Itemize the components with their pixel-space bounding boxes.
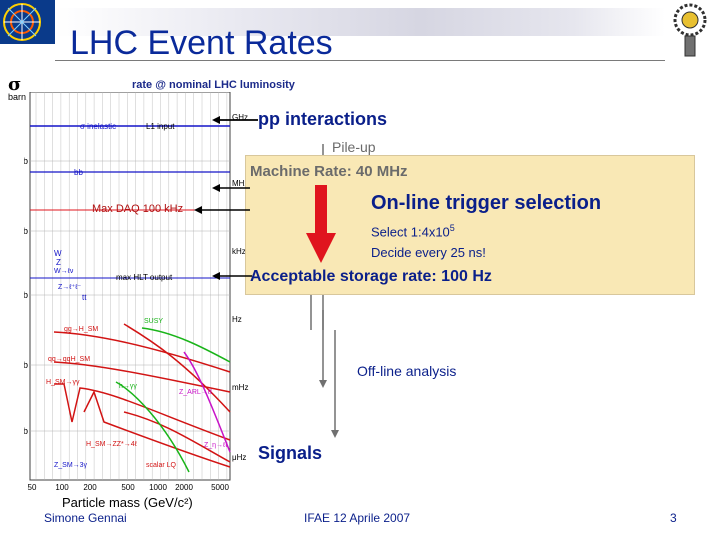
x-tick-label: 2000 <box>175 483 193 492</box>
machine-rate-label: Machine Rate: 40 MHz <box>250 163 408 180</box>
footer-author: Simone Gennai <box>44 511 127 525</box>
left-tick-label: pb <box>24 360 28 370</box>
right-tick-label: GHz <box>232 113 248 122</box>
tt-label: tt <box>82 293 87 302</box>
pp-left-arrow-icon <box>212 116 258 124</box>
susy-label: SUSY <box>144 318 163 325</box>
h-zz-curve <box>83 390 231 468</box>
title-rule <box>55 60 665 61</box>
offline-analysis-label: Off-line analysis <box>357 363 457 379</box>
l1-input-label: L1 input <box>146 122 175 131</box>
signals-arrowhead <box>331 430 339 438</box>
susy-curve <box>123 323 231 413</box>
right-axis-ticks: GHz MHz kHz Hz mHz μHz <box>232 113 248 462</box>
h-zz-label: H_SM→ZZ*→4ℓ <box>86 441 138 448</box>
max-hlt-label: max HLT output <box>116 273 173 282</box>
footer-event: IFAE 12 Aprile 2007 <box>304 511 411 525</box>
left-tick-label: mb <box>24 156 28 166</box>
online-trigger-label: On-line trigger selection <box>371 192 602 214</box>
right-tick-label: μHz <box>232 453 246 462</box>
x-tick-label: 5000 <box>211 483 229 492</box>
select-ratio-exponent: 5 <box>449 223 455 233</box>
right-tick-label: Hz <box>232 315 242 324</box>
z-ll-label: Z→ℓ⁺ℓ⁻ <box>58 284 81 291</box>
left-axis-ticks: mb μb nb pb fb <box>24 156 28 436</box>
lq-curve <box>123 411 231 463</box>
select-ratio-text: Select 1:4x10 <box>371 224 450 240</box>
y-axis-unit: barn <box>8 92 27 102</box>
sigma-inelastic-label: σ inelastic <box>80 122 116 131</box>
x-tick-label: 500 <box>121 483 135 492</box>
left-tick-label: fb <box>24 426 28 436</box>
rate-label: rate @ nominal LHC luminosity <box>132 79 295 91</box>
trigger-red-arrow-icon <box>306 185 336 263</box>
qq-qqh-label: qq→qqH_SM <box>48 356 90 363</box>
w-lnu-label: W→ℓν <box>54 268 74 275</box>
select-ratio-label: Select 1:4x105 <box>371 223 455 239</box>
h-gg-label: H_SM→γγ <box>46 379 80 386</box>
offline-arrowhead <box>319 380 327 388</box>
y-axis-symbol: σ <box>8 74 22 95</box>
x-tick-label: 1000 <box>149 483 167 492</box>
z-arl-label: Z_ARL→ℓℓ <box>179 389 213 396</box>
gg-h-label: gg→H_SM <box>64 326 98 333</box>
acceptable-rate-label: Acceptable storage rate: 100 Hz <box>250 268 492 285</box>
x-tick-label: 100 <box>55 483 69 492</box>
gg-h-curve <box>53 331 231 373</box>
max-daq-label: Max DAQ 100 kHz <box>92 203 184 215</box>
cms-logo-icon <box>0 0 55 44</box>
x-axis-label: Particle mass (GeV/c²) <box>62 495 193 510</box>
cross-section-plot: mb μb nb pb fb GHz MHz kHz Hz mHz μHz 50 100 200 500… <box>24 92 248 492</box>
title-gradient-bar <box>55 8 665 36</box>
pileup-label: Pile-up <box>332 139 376 155</box>
z-arl-curve <box>183 351 231 453</box>
scalar-lq-label: scalar LQ <box>146 462 177 469</box>
left-tick-label: nb <box>24 290 28 300</box>
x-tick-label: 200 <box>83 483 97 492</box>
z-eta-label: Z_η→ℓℓ <box>204 442 228 449</box>
plot-frame <box>29 92 231 481</box>
w-label: W <box>54 249 62 258</box>
right-tick-label: kHz <box>232 247 246 256</box>
machine-left-arrow-icon <box>212 184 250 192</box>
qq-qqh-curve <box>53 361 231 393</box>
z-label: Z <box>56 258 61 267</box>
decide-label: Decide every 25 ns! <box>371 245 486 260</box>
accept-left-arrow-icon <box>212 272 252 280</box>
h-gg-green-curve <box>115 381 190 473</box>
detector-emblem-icon <box>673 3 707 57</box>
maxdaq-left-arrow-icon <box>194 206 250 214</box>
page-number: 3 <box>670 511 677 525</box>
signals-label: Signals <box>258 443 323 463</box>
pp-interactions-label: pp interactions <box>258 109 388 129</box>
h-gamma-curve <box>54 383 231 441</box>
right-tick-label: MHz <box>232 179 248 188</box>
slide-title: LHC Event Rates <box>70 24 333 62</box>
left-tick-label: μb <box>24 226 28 236</box>
x-tick-label: 50 <box>28 483 37 492</box>
susy-green-curve <box>141 327 231 363</box>
z-3gamma-label: Z_SM→3γ <box>54 462 88 469</box>
right-tick-label: mHz <box>232 383 248 392</box>
bb-label: bb <box>74 168 83 177</box>
x-axis-ticks: 50 100 200 500 1000 2000 5000 <box>28 483 230 492</box>
h-gg-green-label: h→γγ <box>119 383 137 390</box>
